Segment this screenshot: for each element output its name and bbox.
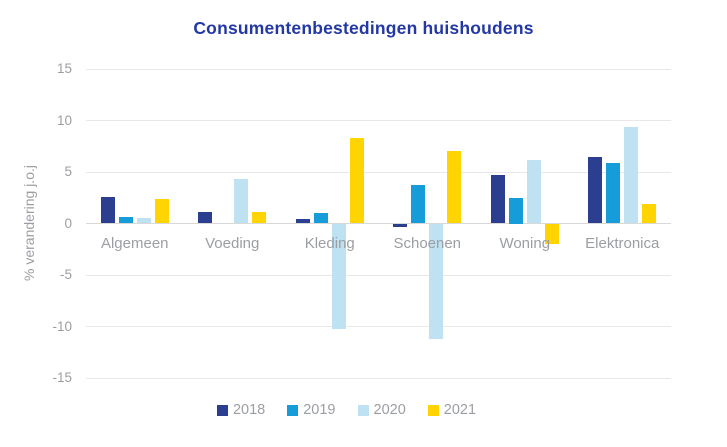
bar-2020-algemeen (136, 218, 151, 224)
category-label-woning: Woning (499, 234, 551, 252)
y-tick-label: 10 (56, 112, 72, 128)
bar-2020-elektronica (624, 126, 639, 224)
plot-area: Algemeen Voeding Kleding Schoenen Woning Elek… (86, 68, 671, 379)
y-tick-label: -10 (52, 318, 72, 334)
bar-2019-elektronica (606, 162, 621, 224)
bar-2018-kleding (295, 219, 310, 224)
gridline (86, 120, 671, 121)
gridline (86, 377, 671, 379)
bar-2020-voeding (234, 179, 249, 224)
bar-2018-elektronica (588, 156, 603, 224)
gridline (86, 326, 671, 327)
category-label-schoenen: Schoenen (393, 234, 462, 252)
bar-2021-woning (544, 223, 559, 245)
y-tick-label: 15 (56, 61, 72, 76)
chart-title: Consumentenbestedingen huishoudens (193, 18, 534, 38)
bar-2021-elektronica (642, 203, 657, 224)
legend-item-2020: 2020 (357, 402, 406, 418)
bar-2019-algemeen (118, 217, 133, 224)
legend-swatch-2018 (216, 405, 228, 416)
bar-2021-algemeen (154, 198, 169, 224)
category-label-kleding: Kleding (304, 234, 355, 252)
gridline (86, 274, 671, 276)
gridline (86, 68, 671, 70)
legend-label-2020: 2020 (373, 402, 406, 418)
legend-swatch-2021 (427, 405, 439, 416)
legend-swatch-2020 (357, 405, 369, 416)
bar-2020-woning (526, 159, 541, 224)
legend-label-2019: 2019 (303, 402, 336, 418)
bar-2018-woning (490, 175, 505, 224)
legend-item-2018: 2018 (216, 402, 266, 418)
zero-line (86, 223, 671, 224)
category-label-voeding: Voeding (205, 234, 260, 252)
bar-2019-kleding (313, 213, 328, 224)
legend: 2018 2019 2020 2021 (0, 403, 693, 418)
y-tick-label: 0 (64, 215, 72, 231)
legend-label-2021: 2021 (443, 402, 477, 418)
bar-2021-kleding (349, 138, 364, 224)
y-tick-label: -15 (52, 370, 72, 385)
bar-2021-schoenen (447, 151, 462, 224)
gridline (86, 171, 671, 173)
bar-2019-woning (508, 197, 523, 224)
legend-label-2018: 2018 (232, 402, 266, 418)
category-label-algemeen: Algemeen (100, 234, 169, 252)
legend-swatch-2019 (287, 405, 299, 416)
bar-2018-algemeen (100, 196, 115, 224)
legend-item-2019: 2019 (287, 402, 336, 418)
bar-2021-voeding (252, 212, 267, 224)
y-tick-label: 5 (64, 164, 72, 179)
y-tick-label: -5 (59, 267, 72, 282)
bar-2018-schoenen (393, 223, 408, 227)
category-label-elektronica: Elektronica (585, 234, 660, 252)
bar-2018-voeding (198, 212, 213, 224)
bar-2020-schoenen (429, 223, 444, 339)
bar-2019-schoenen (411, 185, 426, 224)
legend-item-2021: 2021 (427, 402, 477, 418)
bar-2020-kleding (331, 223, 346, 329)
